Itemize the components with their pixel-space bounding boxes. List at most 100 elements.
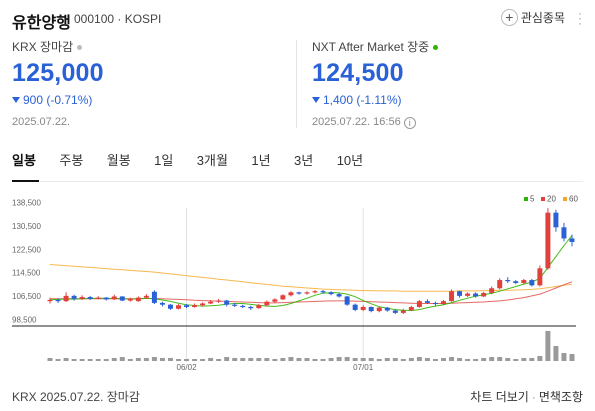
candle-body [352,304,358,310]
x-axis-labels: 06/02 07/01 [177,363,374,372]
tab-monthly[interactable]: 월봉 [106,153,131,168]
volume-bar [465,359,471,361]
candle-body [55,299,61,302]
nxt-market-status: NXT After Market 장중 [312,38,582,55]
candle-body [296,292,302,294]
volume-bar [232,358,238,361]
candle-body [545,212,551,269]
candle-body [232,304,238,306]
candle-body [408,307,414,311]
period-tabs: 일봉 주봉 월봉 1일 3개월 1년 3년 10년 [12,150,382,174]
candle [224,299,230,307]
candlesticks [47,208,575,315]
volume-bar [441,358,446,361]
stock-code-market: 000100 · KOSPI [74,12,162,26]
krx-change: 900 (-0.71%) [12,93,282,107]
candle [376,306,382,313]
candle-body [561,227,567,239]
volume-bar [87,359,93,361]
separator-dot: · [531,390,536,404]
y-tick-label: 138,500 [12,198,41,207]
candle [248,305,254,310]
candle-body [272,299,278,302]
volume-bar [143,358,149,361]
volume-bar [561,353,567,361]
candle [457,290,463,298]
candle [143,294,149,299]
volume-bars [47,331,575,361]
more-vertical-icon[interactable]: · · · [578,6,582,30]
krx-price: 125,000 [12,59,104,87]
price-chart[interactable]: 5 20 60 138,500 130,500 122,500 114,500 106,50… [0,190,595,372]
legend-swatch-5 [524,197,528,201]
candle-body [505,280,511,282]
candle [240,304,246,309]
candle-body [159,302,165,305]
candle-body [473,293,479,297]
candle [553,209,559,232]
volume-bar [272,359,278,361]
tab-daily[interactable]: 일봉 [12,153,36,168]
candle [360,305,366,312]
candle-body [103,297,109,300]
volume-bar [376,359,382,361]
volume-bar [288,357,294,361]
candle-body [79,297,85,299]
candle-body [328,292,334,295]
krx-quote-panel: KRX 장마감 125,000 900 (-0.71%) 2025.07.22. [12,38,282,132]
y-tick-label: 106,500 [12,292,41,301]
disclaimer-link[interactable]: 면책조항 [538,390,583,404]
candle [384,307,390,312]
candle-body [167,304,173,309]
candle [167,304,173,310]
candle-body [441,301,446,305]
x-tick-label: 07/01 [353,363,374,372]
footer-market-close: KRX 2025.07.22. 장마감 [12,390,140,404]
candle [424,299,430,305]
tab-3years[interactable]: 3년 [294,153,314,168]
volume-bar [304,358,310,361]
tab-1day[interactable]: 1일 [154,153,174,168]
candle [489,286,495,295]
nxt-change: 1,400 (-1.11%) [312,93,582,107]
volume-bar [553,346,559,361]
add-watchlist-button[interactable]: + 관심종목 [500,9,565,29]
volume-bar [537,356,543,361]
chart-gridlines [12,208,576,362]
y-axis-labels: 138,500 130,500 122,500 114,500 106,500 98,50… [12,198,41,324]
volume-bar [176,359,181,361]
candle [63,292,69,303]
candle [296,291,302,295]
candle [200,302,206,307]
info-icon[interactable]: i [403,117,416,129]
volume-bar [151,357,157,361]
volume-bar [432,359,438,361]
candle-body [449,291,455,302]
volume-bar [167,358,173,361]
candle-body [256,305,262,309]
volume-bar [159,358,165,361]
candle-body [489,288,495,293]
candle-body [400,310,406,313]
volume-bar [545,331,551,361]
candle [569,234,575,247]
candle-body [280,295,286,300]
volume-bar [47,358,53,361]
candle-body [424,301,430,303]
tab-3months[interactable]: 3개월 [196,153,228,168]
tab-weekly[interactable]: 주봉 [59,153,84,168]
candle [272,298,278,303]
candle-body [360,307,366,310]
volume-bar [224,357,230,361]
tab-1year[interactable]: 1년 [251,153,271,168]
candle [280,294,286,300]
candle [111,294,117,300]
tab-10years[interactable]: 10년 [336,153,364,168]
chart-more-link[interactable]: 차트 더보기 [470,390,529,404]
candle-body [553,212,559,228]
candle [529,278,535,287]
live-dot-icon [433,45,439,51]
krx-change-value: 900 (-0.71%) [23,93,93,107]
candle-body [481,292,487,297]
y-tick-label: 122,500 [12,245,41,254]
